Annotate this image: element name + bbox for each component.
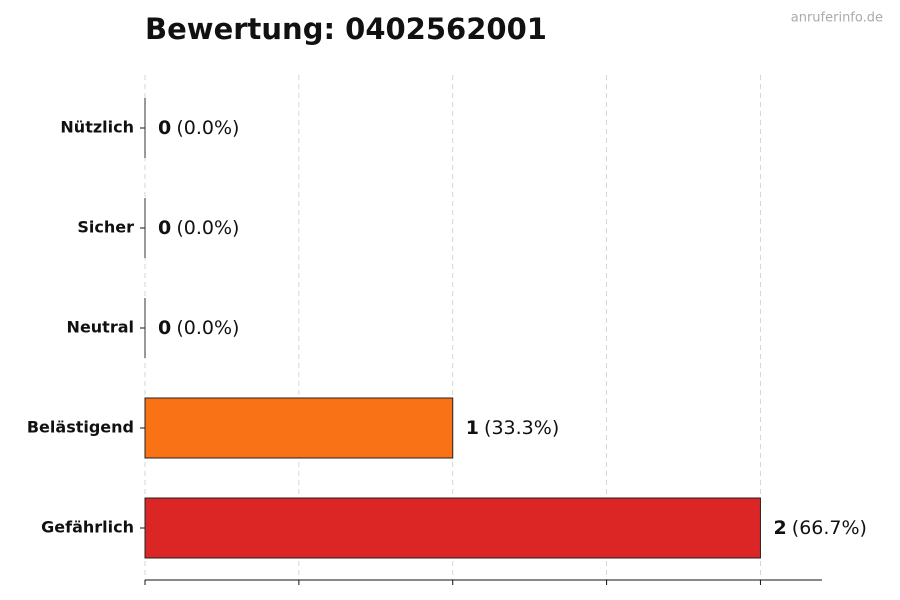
value-label: 0 bbox=[158, 217, 171, 239]
watermark: anruferinfo.de bbox=[791, 11, 883, 26]
value-label: 0 bbox=[158, 317, 171, 339]
share-label: (0.0%) bbox=[176, 317, 239, 339]
y-tick-label: Nützlich bbox=[60, 118, 134, 137]
data-label: 1 (33.3%) bbox=[466, 417, 560, 439]
bar bbox=[144, 397, 454, 459]
data-label: 0 (0.0%) bbox=[158, 217, 239, 239]
y-tick-label: Belästigend bbox=[27, 418, 134, 437]
data-label: 2 (66.7%) bbox=[773, 517, 867, 539]
share-label: (66.7%) bbox=[792, 517, 867, 539]
y-tick-label: Gefährlich bbox=[41, 518, 134, 537]
y-tick-label: Neutral bbox=[67, 318, 134, 337]
value-label: 0 bbox=[158, 117, 171, 139]
data-label: 0 (0.0%) bbox=[158, 317, 239, 339]
value-label: 2 bbox=[773, 517, 786, 539]
share-label: (0.0%) bbox=[176, 217, 239, 239]
value-label: 1 bbox=[466, 417, 479, 439]
share-label: (0.0%) bbox=[176, 117, 239, 139]
data-label: 0 (0.0%) bbox=[158, 117, 239, 139]
y-tick-label: Sicher bbox=[77, 218, 134, 237]
chart-title: Bewertung: 0402562001 bbox=[145, 12, 547, 46]
bar bbox=[144, 497, 761, 559]
share-label: (33.3%) bbox=[484, 417, 559, 439]
